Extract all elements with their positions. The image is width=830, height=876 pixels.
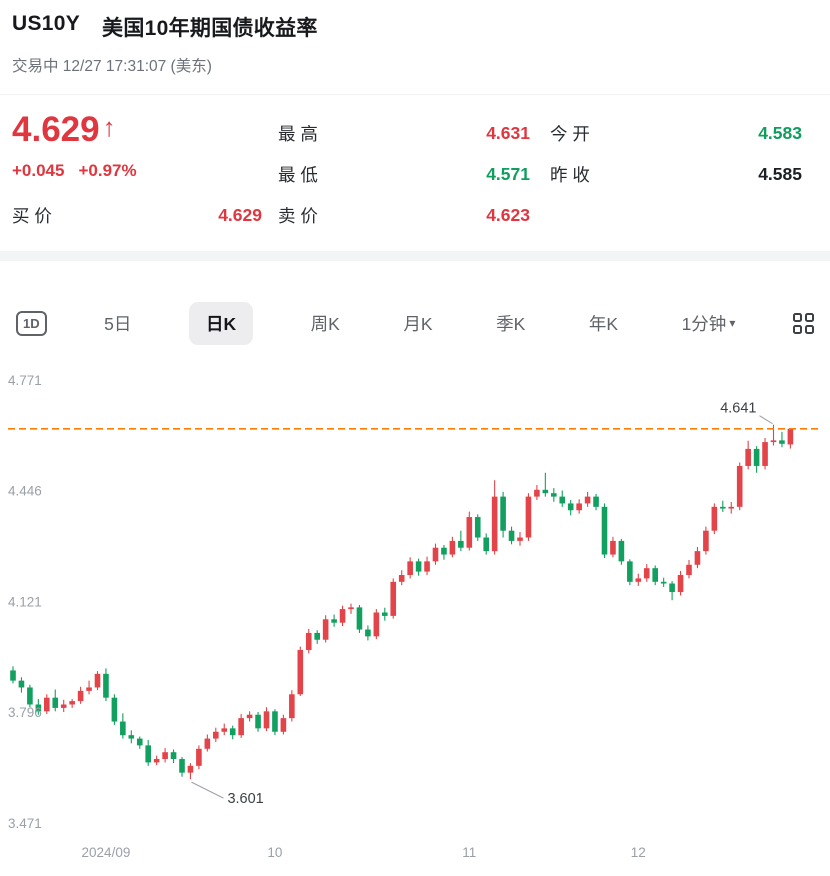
tab-bar: 1D 5日 日K 周K 月K 季K 年K 1分钟 ▾ <box>0 298 830 348</box>
stat-prev-close-label: 昨 收 <box>550 164 590 185</box>
stat-low: 最 低 4.571 <box>278 162 530 186</box>
svg-text:10: 10 <box>267 845 282 860</box>
tab-daily-k[interactable]: 日K <box>188 301 254 345</box>
stat-prev-close-value: 4.585 <box>758 163 802 184</box>
chart-area: 4.771 4.446 4.121 3.796 3.471 2024/09 10 11 12 3.… <box>0 362 830 872</box>
tab-yearly-k[interactable]: 年K <box>588 313 619 334</box>
candlestick-chart[interactable]: 4.771 4.446 4.121 3.796 3.471 2024/09 10 11 12 3.… <box>0 362 830 872</box>
svg-text:4.121: 4.121 <box>8 594 42 609</box>
price-change: +0.045 +0.97% <box>12 161 137 181</box>
svg-text:3.601: 3.601 <box>227 791 263 807</box>
tab-weekly-k[interactable]: 周K <box>310 313 340 334</box>
svg-text:4.641: 4.641 <box>720 401 756 417</box>
stat-prev-close: 昨 收 4.585 <box>550 162 802 186</box>
stat-open: 今 开 4.583 <box>550 121 802 145</box>
svg-text:3.471: 3.471 <box>8 816 42 831</box>
layout-grid-icon[interactable] <box>792 312 814 334</box>
section-divider <box>0 251 830 261</box>
annotations: 3.601 4.641 <box>191 401 773 807</box>
tab-5-day[interactable]: 5日 <box>104 313 132 334</box>
stat-high: 最 高 4.631 <box>278 121 530 145</box>
stat-low-value: 4.571 <box>486 163 530 184</box>
stat-high-value: 4.631 <box>486 122 530 143</box>
up-arrow-icon: ↑ <box>102 112 116 142</box>
page-title: US10Y 美国10年期国债收益率 <box>12 12 318 42</box>
stat-bid-value: 4.629 <box>218 204 262 225</box>
stat-open-value: 4.583 <box>758 122 802 143</box>
tab-1-minute-selector[interactable]: 1分钟 ▾ <box>681 313 736 334</box>
candles <box>10 424 794 780</box>
tab-1d-intraday[interactable]: 1D <box>16 310 47 336</box>
symbol-code: US10Y <box>12 12 81 35</box>
stat-ask: 卖 价 4.623 <box>278 203 530 227</box>
stat-bid-label: 买 价 <box>12 205 52 226</box>
change-absolute: +0.045 <box>12 161 65 180</box>
y-axis-labels: 4.771 4.446 4.121 3.796 3.471 <box>8 373 42 831</box>
svg-text:2024/09: 2024/09 <box>82 845 131 860</box>
svg-text:3.796: 3.796 <box>8 705 42 720</box>
trading-status: 交易中 12/27 17:31:07 (美东) <box>12 58 212 75</box>
stat-bid: 买 价 4.629 <box>12 203 262 227</box>
svg-text:4.446: 4.446 <box>8 484 42 499</box>
price-value: 4.629 <box>12 110 100 149</box>
stat-low-label: 最 低 <box>278 164 318 185</box>
stat-ask-label: 卖 价 <box>278 205 318 226</box>
stat-open-label: 今 开 <box>550 123 590 144</box>
x-axis-labels: 2024/09 10 11 12 <box>82 845 646 860</box>
header-divider <box>0 94 830 95</box>
stat-ask-value: 4.623 <box>486 204 530 225</box>
svg-text:4.771: 4.771 <box>8 373 42 388</box>
svg-text:11: 11 <box>462 845 476 860</box>
tab-monthly-k[interactable]: 月K <box>403 313 433 334</box>
change-percent: +0.97% <box>78 161 137 180</box>
tab-quarterly-k[interactable]: 季K <box>496 313 526 334</box>
chevron-down-icon: ▾ <box>729 316 736 330</box>
symbol-name: 美国10年期国债收益率 <box>102 17 318 40</box>
current-price: 4.629 ↑ <box>12 110 116 150</box>
svg-text:12: 12 <box>631 845 646 860</box>
stat-high-label: 最 高 <box>278 123 318 144</box>
